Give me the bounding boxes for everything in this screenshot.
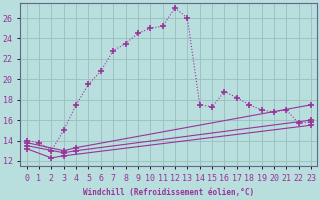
X-axis label: Windchill (Refroidissement éolien,°C): Windchill (Refroidissement éolien,°C) <box>83 188 254 197</box>
